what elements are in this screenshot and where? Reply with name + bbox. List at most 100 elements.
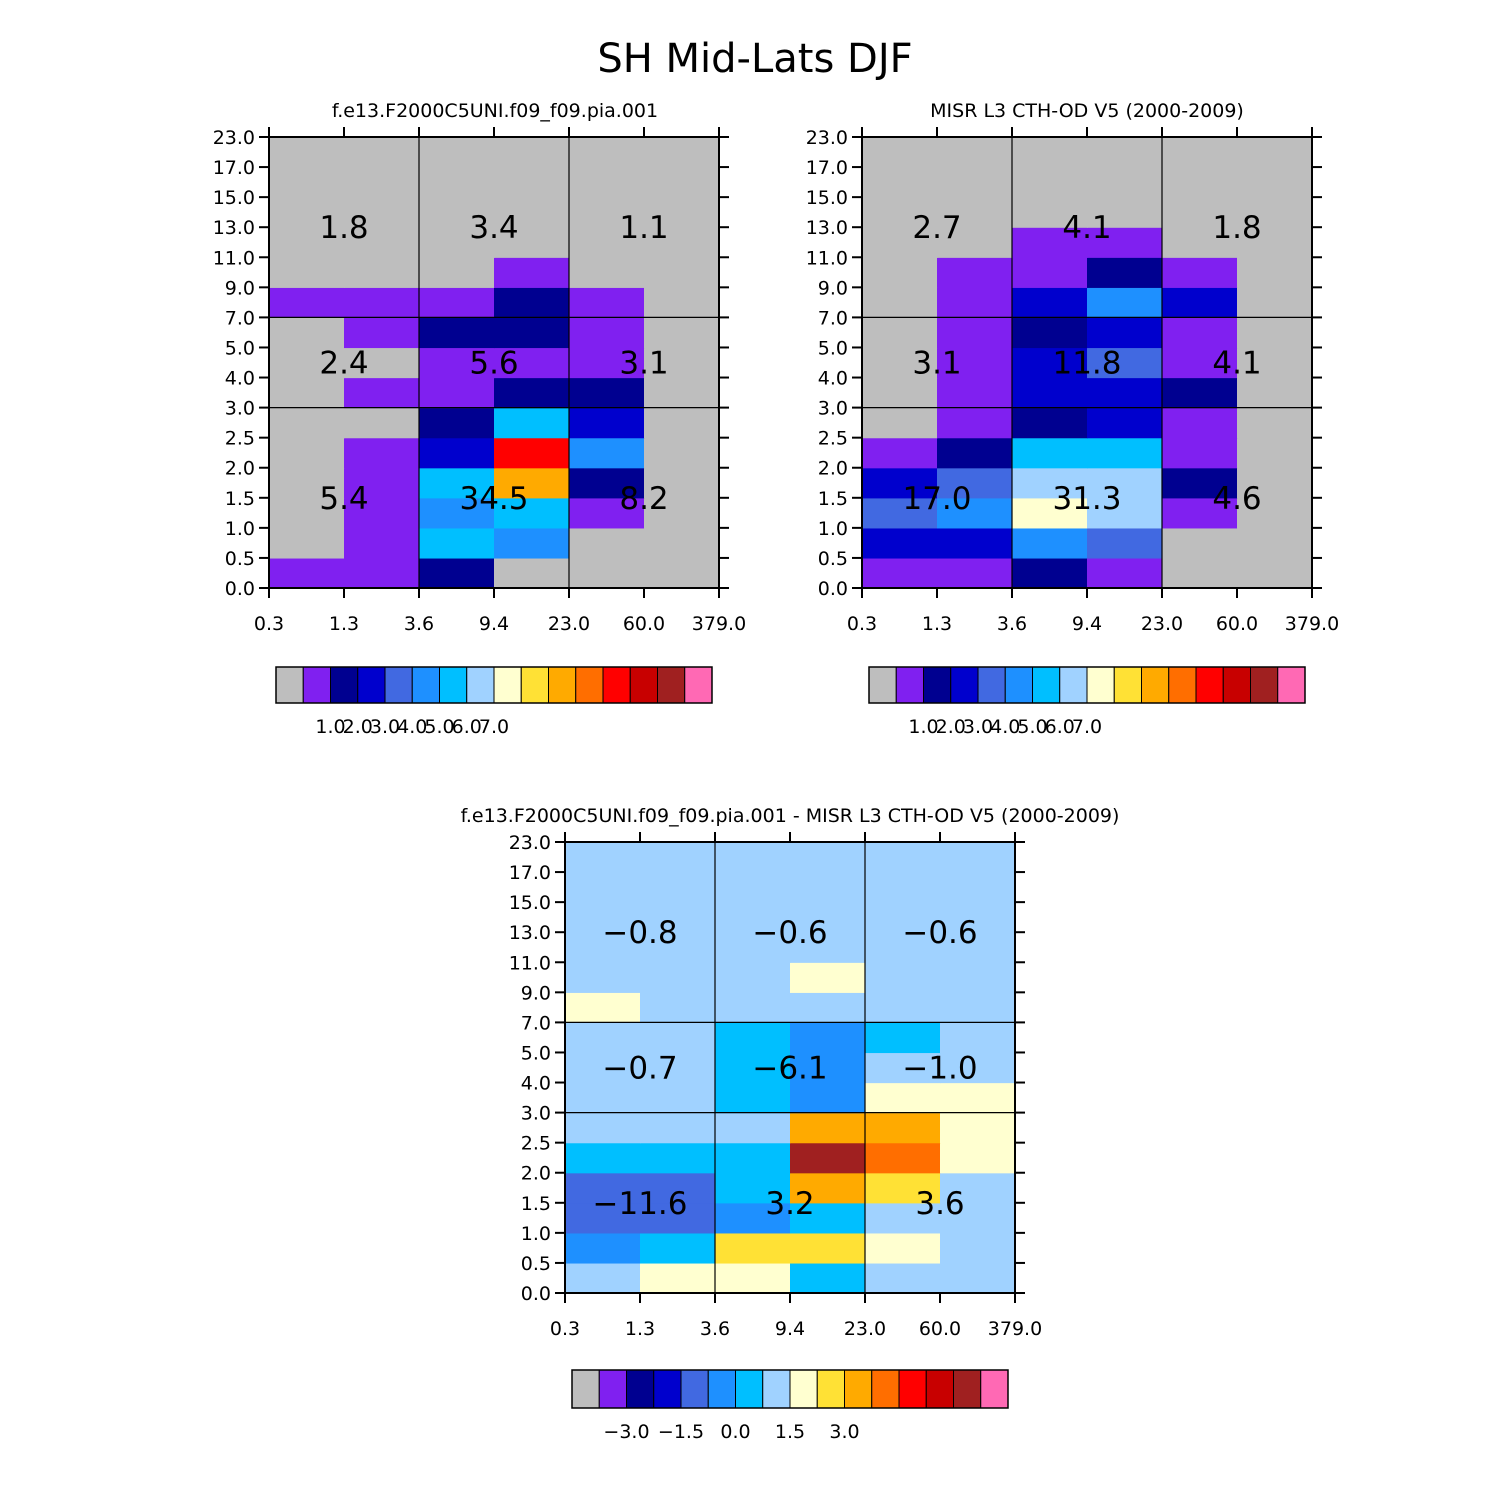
obs-cell: [1237, 557, 1313, 589]
diff-cell: [715, 842, 791, 873]
diff-colorbar-swatch: [789, 1369, 818, 1409]
obs-colorbar-swatch: [950, 666, 979, 704]
diff-colorbar-swatch: [626, 1369, 655, 1409]
model-cell: [569, 527, 645, 559]
model-cell: [344, 527, 420, 559]
diff-cell: [940, 1142, 1016, 1174]
diff-cell: [565, 1022, 641, 1054]
diff-cell: [865, 1172, 941, 1204]
obs-colorbar-swatch: [1113, 666, 1142, 704]
diff-cell: [865, 1022, 941, 1054]
obs-colorbar-swatch: [1168, 666, 1197, 704]
diff-cell: [940, 1082, 1016, 1114]
diff-y-tick-label: 3.0: [521, 1103, 551, 1125]
model-cell: [569, 167, 645, 198]
model-cell: [494, 557, 570, 589]
obs-cell: [1162, 377, 1238, 409]
obs-cell: [1237, 467, 1313, 499]
diff-cell: [565, 932, 641, 963]
model-cell: [269, 527, 345, 559]
model-cell: [419, 317, 495, 349]
obs-colorbar-label: 6.0: [1045, 716, 1075, 738]
diff-cell: [940, 872, 1016, 903]
obs-cell: [1012, 377, 1088, 409]
model-cell: [269, 347, 345, 379]
obs-colorbar-swatch: [977, 666, 1006, 704]
obs-colorbar-label: 7.0: [1072, 716, 1102, 738]
diff-cell: [640, 1052, 716, 1084]
model-y-tick-label: 1.5: [225, 488, 255, 510]
diff-cell: [865, 962, 941, 993]
obs-cell: [862, 557, 938, 589]
model-cell: [569, 317, 645, 349]
model-y-tick-label: 15.0: [213, 187, 255, 209]
diff-cell: [640, 1022, 716, 1054]
obs-x-tick-label: 3.6: [997, 613, 1027, 635]
model-cell: [419, 347, 495, 379]
obs-y-tick-label: 13.0: [806, 217, 848, 239]
model-colorbar-swatch: [629, 666, 658, 704]
panel-obs-title: MISR L3 CTH-OD V5 (2000-2009): [930, 100, 1244, 122]
model-colorbar-label: 1.0: [315, 716, 345, 738]
diff-cell: [940, 1052, 1016, 1084]
obs-cell: [1087, 137, 1163, 168]
obs-colorbar-swatch: [1222, 666, 1251, 704]
diff-colorbar-label: −3.0: [603, 1421, 649, 1443]
diff-cell: [865, 1202, 941, 1234]
diff-x-tick-label: 379.0: [988, 1318, 1042, 1340]
diff-cell: [940, 1202, 1016, 1234]
diff-colorbar-swatch: [707, 1369, 736, 1409]
diff-x-tick-label: 3.6: [700, 1318, 730, 1340]
model-cell: [644, 197, 720, 228]
diff-y-tick-label: 2.5: [521, 1133, 551, 1155]
model-cell: [269, 257, 345, 288]
model-colorbar-swatch: [684, 666, 713, 704]
obs-cell: [862, 287, 938, 318]
diff-colorbar-swatch: [871, 1369, 900, 1409]
obs-cell: [1162, 197, 1238, 228]
diff-cell: [640, 1112, 716, 1144]
model-cell: [494, 467, 570, 499]
model-cell: [269, 197, 345, 228]
model-cell: [569, 227, 645, 258]
model-cell: [644, 437, 720, 469]
obs-cell: [1162, 527, 1238, 559]
model-group-total: 5.6: [469, 346, 518, 382]
obs-cell: [1012, 137, 1088, 168]
panel-model: f.e13.F2000C5UNI.f09_f09.pia.001 0.0 0.5 1…: [213, 100, 747, 738]
diff-y-tick-label: 15.0: [509, 892, 551, 914]
model-colorbar-swatch: [411, 666, 440, 704]
model-group-total: 1.8: [319, 210, 368, 246]
model-group-total: 1.1: [619, 210, 668, 246]
obs-cell: [862, 407, 938, 439]
obs-colorbar-swatch: [1277, 666, 1306, 704]
obs-y-tick-label: 0.0: [818, 578, 848, 600]
diff-colorbar-label: 1.5: [775, 1421, 805, 1443]
model-cell: [494, 287, 570, 318]
model-cell: [644, 167, 720, 198]
model-y-tick-label: 0.5: [225, 548, 255, 570]
diff-cell: [640, 1202, 716, 1234]
obs-cell: [1162, 437, 1238, 469]
panel-obs: MISR L3 CTH-OD V5 (2000-2009) 0.0 0.5 1.0 1…: [806, 100, 1340, 738]
model-y-tick-label: 17.0: [213, 157, 255, 179]
obs-cell: [862, 527, 938, 559]
model-cell: [344, 467, 420, 499]
diff-cell: [565, 1202, 641, 1234]
obs-cell: [1087, 467, 1163, 499]
model-cell: [569, 257, 645, 288]
diff-y-tick-label: 23.0: [509, 832, 551, 854]
diff-cell: [790, 1052, 866, 1084]
model-cell: [419, 227, 495, 258]
model-cell: [644, 287, 720, 318]
obs-y-tick-label: 23.0: [806, 127, 848, 149]
model-group-total: 2.4: [319, 346, 368, 382]
obs-cell: [1162, 287, 1238, 318]
diff-cell: [565, 962, 641, 993]
diff-colorbar-swatch: [735, 1369, 764, 1409]
model-colorbar-label: 2.0: [343, 716, 373, 738]
model-cell: [269, 227, 345, 258]
diff-cell: [715, 872, 791, 903]
obs-cell: [1012, 197, 1088, 228]
model-cell: [344, 557, 420, 589]
